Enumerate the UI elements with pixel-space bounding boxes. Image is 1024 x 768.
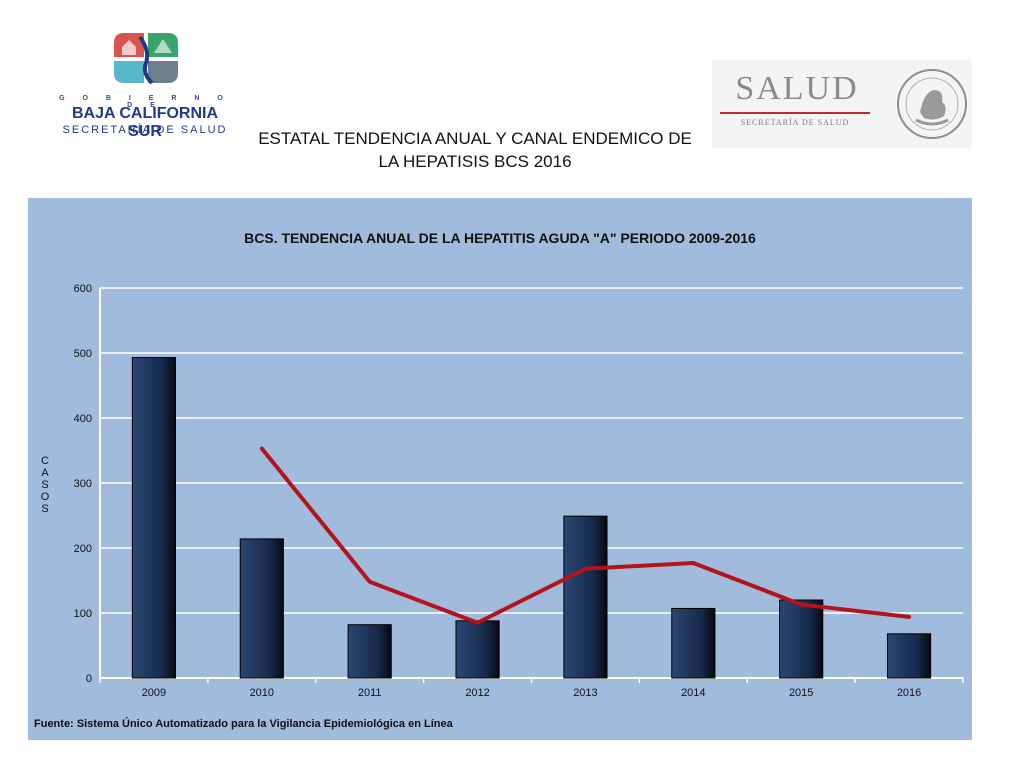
page-title-line-2: LA HEPATISIS BCS 2016	[378, 152, 572, 171]
baja-california-sur-logo: G O B I E R N O D E BAJA CALIFORNIA SUR …	[55, 25, 235, 140]
y-tick-label: 100	[74, 608, 92, 620]
y-tick-label: 200	[74, 543, 92, 555]
mexico-coat-of-arms-icon	[897, 69, 967, 139]
source-note: Fuente: Sistema Único Automatizado para …	[34, 718, 453, 730]
x-tick-label: 2010	[250, 687, 274, 699]
y-axis-label-char: C	[41, 455, 49, 467]
secretaria-de-salud-text: SECRETARÍA DE SALUD	[62, 124, 228, 136]
chart-title: BCS. TENDENCIA ANUAL DE LA HEPATITIS AGU…	[244, 230, 756, 246]
x-tick-label: 2015	[789, 687, 813, 699]
bar	[131, 357, 177, 679]
x-tick-label: 2013	[573, 687, 597, 699]
x-tick-label: 2011	[358, 687, 382, 699]
x-tick-label: 2009	[142, 687, 166, 699]
y-tick-label: 600	[74, 283, 92, 295]
y-axis-label-char: S	[41, 479, 49, 491]
bar	[455, 620, 500, 679]
salud-wordmark: SALUD	[735, 70, 859, 107]
y-axis-label-char: A	[41, 467, 49, 479]
x-tick-label: 2014	[681, 687, 705, 699]
y-tick-label: 300	[74, 478, 92, 490]
page-title-line-1: ESTATAL TENDENCIA ANUAL Y CANAL ENDEMICO…	[258, 129, 692, 148]
bcs-emblem-icon	[114, 33, 178, 85]
salud-logo: SALUD SECRETARÍA DE SALUD	[712, 60, 972, 148]
chart-area: 0 100 200 300 400 500 600 2009 2010 2011 2012 2013 2…	[28, 198, 972, 740]
bar	[671, 607, 716, 679]
bar	[239, 538, 284, 679]
y-tick-label: 500	[74, 348, 92, 360]
y-axis-label-char: O	[40, 491, 50, 503]
bar	[779, 599, 824, 679]
x-tick-label: 2012	[465, 687, 489, 699]
y-axis-label-char: S	[41, 503, 49, 515]
bar	[347, 624, 392, 679]
baja-california-sur-text: BAJA CALIFORNIA SUR	[71, 105, 219, 140]
x-tick-label: 2016	[897, 687, 921, 699]
gobierno-de-text: G O B I E R N O D E	[59, 95, 231, 109]
hepatitis-chart: 0 100 200 300 400 500 600 2009 2010 2011 2012 2013 2…	[74, 283, 964, 699]
bar	[886, 633, 932, 679]
y-tick-label: 400	[74, 413, 92, 425]
bar	[563, 515, 608, 679]
salud-rule	[720, 112, 870, 114]
salud-secretaria-text: SECRETARÍA DE SALUD	[740, 118, 850, 127]
y-tick-label: 0	[86, 673, 92, 685]
page-title: ESTATAL TENDENCIA ANUAL Y CANAL ENDEMICO…	[240, 127, 710, 173]
